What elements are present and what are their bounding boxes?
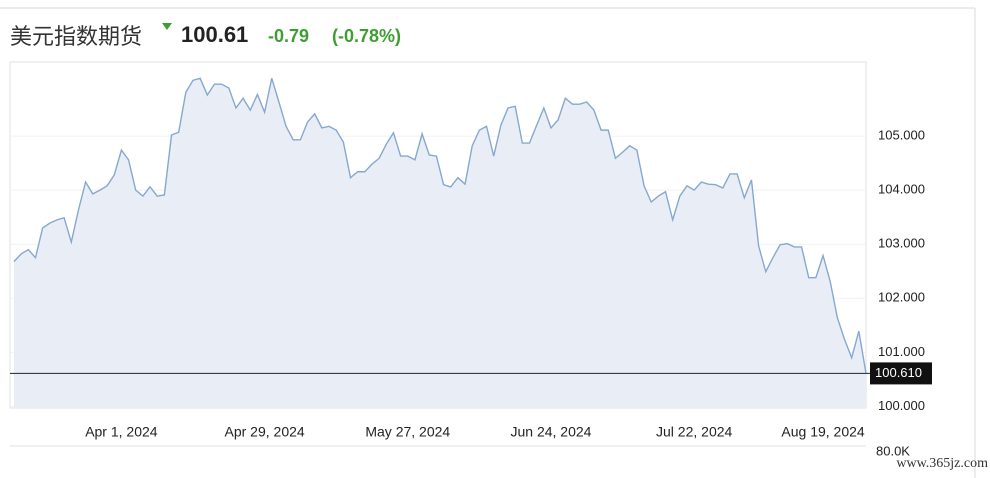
x-tick-label: Jun 24, 2024 xyxy=(510,424,591,440)
y-tick-label: 105.000 xyxy=(878,128,925,143)
x-tick-label: Apr 1, 2024 xyxy=(85,424,158,440)
x-tick-label: Aug 19, 2024 xyxy=(781,424,865,440)
price: 100.61 xyxy=(181,22,248,47)
y-tick-label: 104.000 xyxy=(878,182,925,197)
x-tick-label: May 27, 2024 xyxy=(365,424,450,440)
x-tick-label: Jul 22, 2024 xyxy=(656,424,732,440)
y-tick-label: 102.000 xyxy=(878,290,925,305)
y-tick-label: 103.000 xyxy=(878,236,925,251)
down-indicator xyxy=(162,23,172,30)
x-tick-label: Apr 29, 2024 xyxy=(225,424,305,440)
chart-title: 美元指数期货 xyxy=(10,24,142,49)
price-line xyxy=(13,77,867,374)
y-tick-label: 100.000 xyxy=(878,398,925,413)
current-label-box xyxy=(870,362,932,385)
change-percent: (-0.78%) xyxy=(332,26,401,46)
area-fill xyxy=(14,78,866,408)
site-watermark: www.365jz.com xyxy=(896,456,988,471)
volume-label: 80.0K xyxy=(876,443,910,458)
y-tick-label: 101.000 xyxy=(878,344,925,359)
current-label: 100.610 xyxy=(875,365,922,380)
change: -0.79 xyxy=(268,26,309,46)
